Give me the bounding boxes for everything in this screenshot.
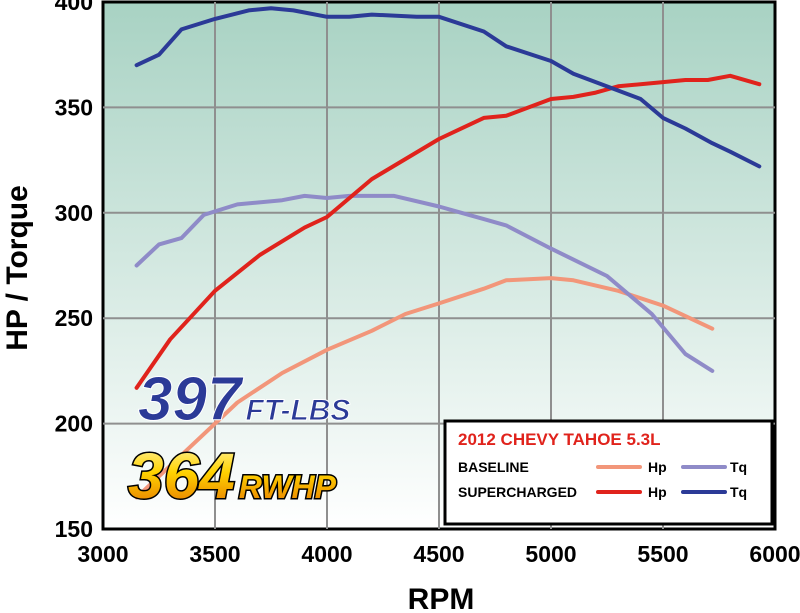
y-tick-label-150: 150 [55, 516, 93, 542]
torque-annotation-value: 397 [138, 365, 244, 434]
series-line-supercharged-hp [134, 73, 762, 390]
series-line-baseline-tq [134, 193, 715, 373]
x-tick-label-5500: 5500 [637, 541, 688, 567]
torque-annotation: 397 FT-LBS [138, 365, 351, 435]
legend-supercharged-hp-label: Hp [648, 484, 667, 500]
legend-box [443, 419, 774, 526]
x-tick-label-3500: 3500 [189, 541, 240, 567]
legend-supercharged-label: SUPERCHARGED [458, 484, 577, 500]
hp-annotation-value: 364 [128, 440, 235, 512]
legend: 2012 CHEVY TAHOE 5.3L BASELINE Hp Tq SUP… [443, 419, 774, 526]
x-tick-label-4000: 4000 [301, 541, 352, 567]
x-tick-label-5000: 5000 [525, 541, 576, 567]
x-axis-label: RPM [408, 583, 475, 613]
series-lines [134, 6, 762, 500]
legend-title: 2012 CHEVY TAHOE 5.3L [458, 430, 661, 449]
hp-annotation: 364 RWHP [127, 439, 339, 514]
y-tick-label-300: 300 [55, 200, 93, 226]
torque-annotation-unit: FT-LBS [245, 394, 350, 427]
legend-baseline-label: BASELINE [458, 459, 529, 475]
x-tick-label-4500: 4500 [413, 541, 464, 567]
x-tick-label-6000: 6000 [749, 541, 800, 567]
y-tick-label-250: 250 [55, 305, 93, 331]
series-line-supercharged-tq [134, 6, 762, 169]
legend-supercharged-tq-label: Tq [730, 484, 747, 500]
legend-baseline-tq-label: Tq [730, 459, 747, 475]
y-axis-ticks: 150 200 250 300 350 400 [55, 0, 93, 542]
x-axis-ticks: 3000 3500 4000 4500 5000 5500 6000 [77, 541, 800, 567]
y-tick-label-350: 350 [55, 94, 93, 120]
series-line-baseline-hp [134, 276, 715, 500]
y-tick-label-400: 400 [55, 0, 93, 15]
legend-baseline-hp-label: Hp [648, 459, 667, 475]
hp-annotation-unit: RWHP [239, 469, 337, 505]
x-tick-label-3000: 3000 [77, 541, 128, 567]
y-tick-label-200: 200 [55, 411, 93, 437]
y-axis-label: HP / Torque [1, 185, 34, 351]
